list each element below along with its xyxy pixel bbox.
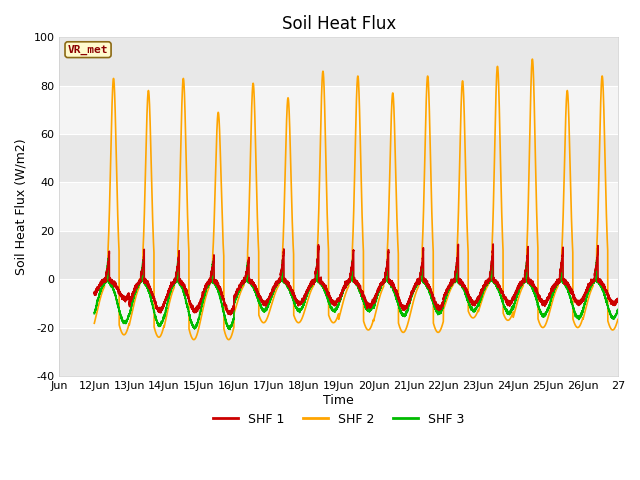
Y-axis label: Soil Heat Flux (W/m2): Soil Heat Flux (W/m2) — [15, 138, 28, 275]
Bar — [60, 37, 618, 86]
X-axis label: Time: Time — [323, 394, 354, 407]
Title: Soil Heat Flux: Soil Heat Flux — [282, 15, 396, 33]
Text: VR_met: VR_met — [68, 45, 108, 55]
Bar — [60, 86, 618, 134]
Bar — [60, 327, 618, 376]
Legend: SHF 1, SHF 2, SHF 3: SHF 1, SHF 2, SHF 3 — [208, 408, 470, 431]
Bar — [60, 134, 618, 182]
Bar — [60, 182, 618, 231]
Bar — [60, 279, 618, 327]
Bar — [60, 231, 618, 279]
